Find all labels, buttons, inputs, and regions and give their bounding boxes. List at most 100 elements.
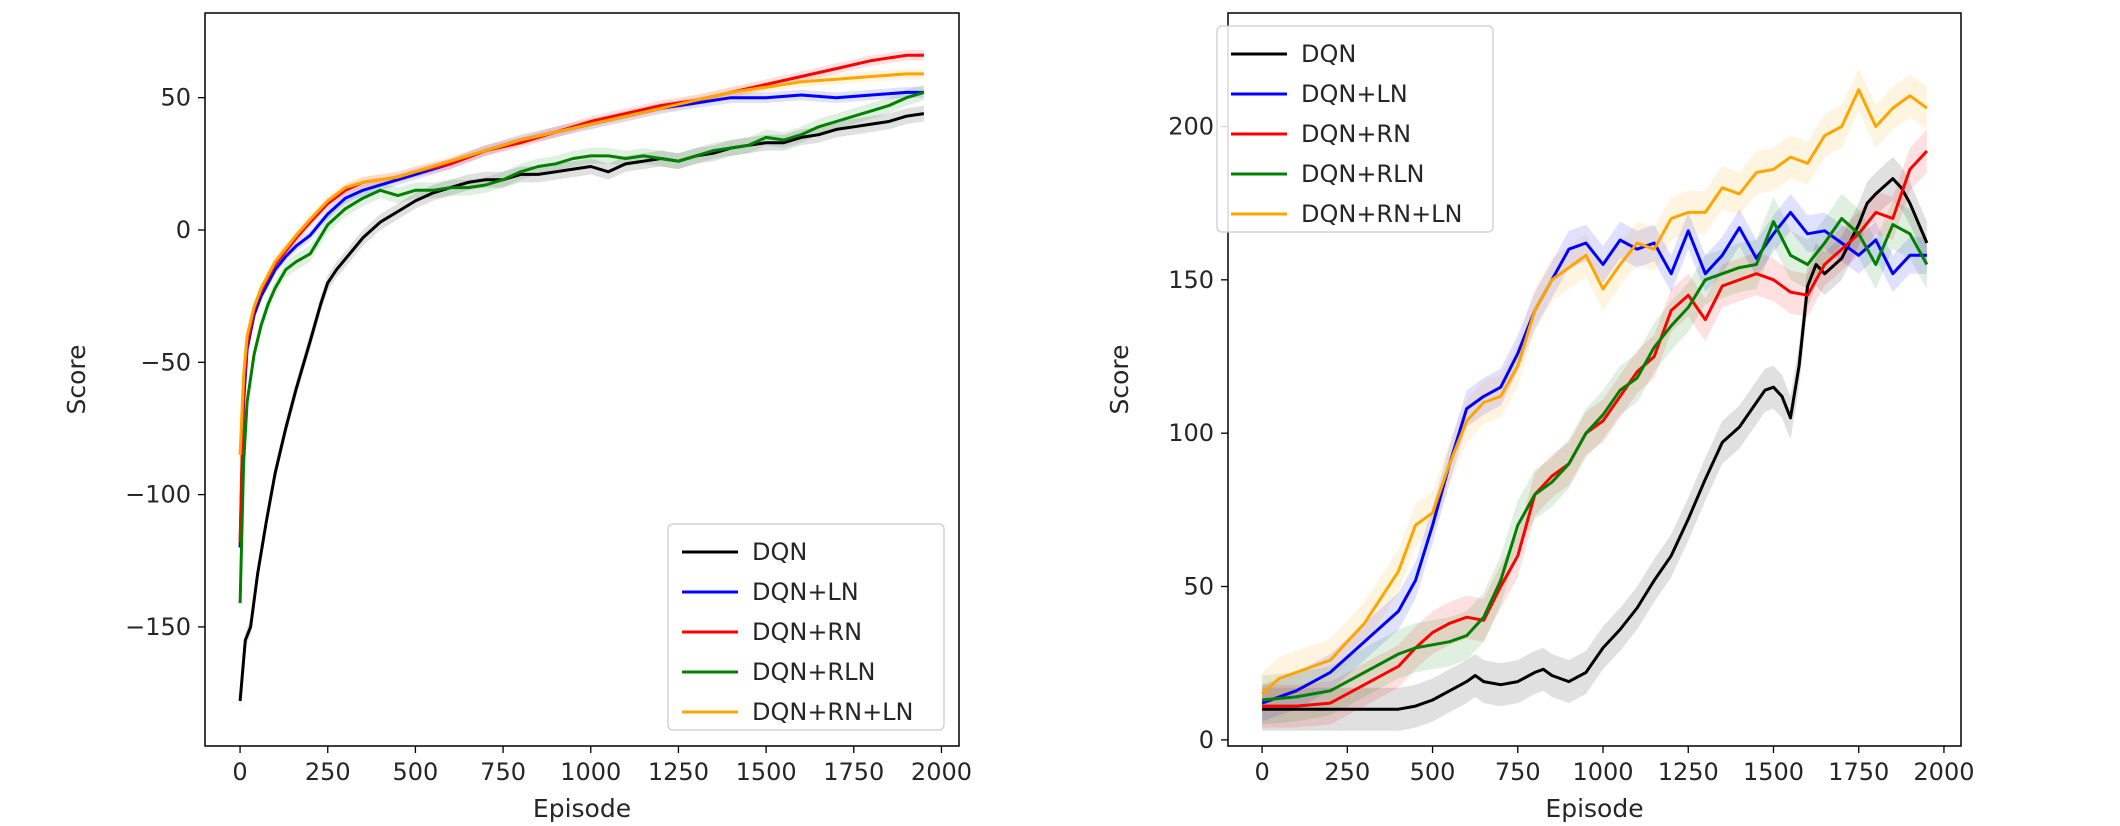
y-tick: 200 — [1168, 112, 1228, 140]
x-axis-label: Episode — [533, 794, 631, 823]
x-tick-label: 1000 — [1572, 758, 1633, 786]
legend-label: DQN+RN — [1301, 120, 1411, 148]
legend-label: DQN+RN+LN — [1301, 200, 1463, 228]
x-tick: 2000 — [1913, 746, 1974, 786]
y-tick-label: −100 — [125, 481, 191, 509]
y-tick-label: −150 — [125, 613, 191, 641]
y-tick: −100 — [125, 481, 205, 509]
x-tick-label: 1750 — [823, 758, 884, 786]
x-tick-label: 2000 — [911, 758, 972, 786]
x-tick-label: 250 — [1324, 758, 1370, 786]
y-tick-label: 50 — [160, 84, 191, 112]
x-axis-label: Episode — [1545, 794, 1643, 823]
legend-label: DQN+RN+LN — [752, 698, 914, 726]
x-tick-label: 1500 — [736, 758, 797, 786]
x-tick: 1000 — [560, 746, 621, 786]
legend: DQN DQN+LN DQN+RN DQN+RLN DQN+RN+LN — [1216, 25, 1494, 233]
x-tick: 250 — [1324, 746, 1370, 786]
axes-frame — [1227, 12, 1962, 747]
y-tick: 0 — [176, 216, 205, 244]
x-tick-label: 2000 — [1913, 758, 1974, 786]
series-line-dqn-rln — [1261, 217, 1929, 702]
x-tick-label: 0 — [232, 758, 247, 786]
legend-item: DQN+RN+LN — [1231, 200, 1463, 228]
x-tick-label: 1500 — [1743, 758, 1804, 786]
series-band-dqn-ln — [1262, 193, 1927, 722]
x-tick: 0 — [232, 746, 248, 786]
legend-item: DQN+RN — [1231, 120, 1411, 148]
y-tick-label: −50 — [140, 348, 191, 376]
left-chart: 0 250 500 750 1000 1250 1500 1750 2000−150−100−5… — [62, 12, 972, 823]
x-tick: 250 — [305, 746, 351, 786]
x-tick: 1750 — [823, 746, 884, 786]
x-tick-label: 1000 — [560, 758, 621, 786]
y-tick: 100 — [1168, 419, 1228, 447]
legend-label: DQN+RN — [752, 618, 862, 646]
series-line-dqn-rn-ln — [1261, 88, 1928, 696]
x-tick: 750 — [480, 746, 526, 786]
x-tick: 2000 — [911, 746, 972, 786]
x-tick-label: 500 — [393, 758, 439, 786]
legend-label: DQN — [752, 538, 807, 566]
legend-item: DQN+RN — [682, 618, 862, 646]
x-tick: 1750 — [1828, 746, 1889, 786]
x-tick: 1500 — [1743, 746, 1804, 786]
legend-item: DQN — [682, 538, 807, 566]
x-tick: 0 — [1254, 746, 1270, 786]
x-tick-label: 1250 — [1658, 758, 1719, 786]
x-tick: 1250 — [648, 746, 709, 786]
x-tick-label: 1750 — [1828, 758, 1889, 786]
series-band-dqn — [1262, 157, 1927, 731]
y-axis-label: Score — [1105, 344, 1134, 414]
x-tick-label: 0 — [1254, 758, 1269, 786]
x-tick: 500 — [393, 746, 439, 786]
x-tick: 1000 — [1572, 746, 1634, 786]
x-tick-label: 750 — [1495, 758, 1541, 786]
x-tick-label: 500 — [1410, 758, 1456, 786]
legend-label: DQN+RLN — [1301, 160, 1424, 188]
legend-item: DQN+LN — [1231, 80, 1408, 108]
y-tick: 150 — [1168, 266, 1228, 294]
series-band-dqn-rn-ln — [1262, 68, 1927, 716]
x-tick-label: 1250 — [648, 758, 709, 786]
legend-item: DQN+RLN — [1231, 160, 1424, 188]
series-line-dqn-rln — [238, 90, 925, 604]
y-axis-label: Score — [62, 344, 91, 414]
legend-item: DQN — [1231, 40, 1356, 68]
legend-label: DQN+RLN — [752, 658, 875, 686]
y-tick: 50 — [1183, 573, 1228, 601]
y-tick-label: 100 — [1168, 419, 1214, 447]
series-line-dqn-rn-ln — [238, 72, 924, 455]
axes-frame — [204, 12, 960, 747]
series-band-dqn-rln — [1262, 193, 1927, 725]
y-tick-label: 50 — [1183, 573, 1214, 601]
plot-area — [1261, 68, 1929, 731]
y-tick-label: 150 — [1168, 266, 1214, 294]
x-tick: 1500 — [736, 746, 797, 786]
x-tick: 750 — [1495, 746, 1541, 786]
y-tick: −50 — [140, 348, 205, 376]
legend-item: DQN+LN — [682, 578, 859, 606]
series-line-dqn — [1262, 177, 1929, 711]
x-tick-label: 750 — [480, 758, 526, 786]
plot-area — [238, 50, 925, 710]
legend-label: DQN+LN — [752, 578, 859, 606]
x-tick-label: 250 — [305, 758, 351, 786]
y-tick: 50 — [160, 84, 205, 112]
y-tick-label: 200 — [1168, 112, 1214, 140]
y-tick: 0 — [1199, 726, 1228, 754]
legend-item: DQN+RLN — [682, 658, 875, 686]
y-tick-label: 0 — [1199, 726, 1214, 754]
x-tick: 500 — [1410, 746, 1456, 786]
y-tick-label: 0 — [176, 216, 191, 244]
series-line-dqn-ln — [1261, 210, 1927, 705]
series-line-dqn — [238, 112, 925, 702]
x-tick: 1250 — [1658, 746, 1719, 786]
series-line-dqn-ln — [238, 90, 924, 548]
legend-item: DQN+RN+LN — [682, 698, 914, 726]
y-tick: −150 — [125, 613, 205, 641]
legend: DQN DQN+LN DQN+RN DQN+RLN DQN+RN+LN — [667, 523, 945, 731]
right-chart: 0 250 500 750 1000 1250 1500 1750 2000 0 50 100 150 2… — [1105, 12, 1974, 823]
legend-label: DQN+LN — [1301, 80, 1408, 108]
